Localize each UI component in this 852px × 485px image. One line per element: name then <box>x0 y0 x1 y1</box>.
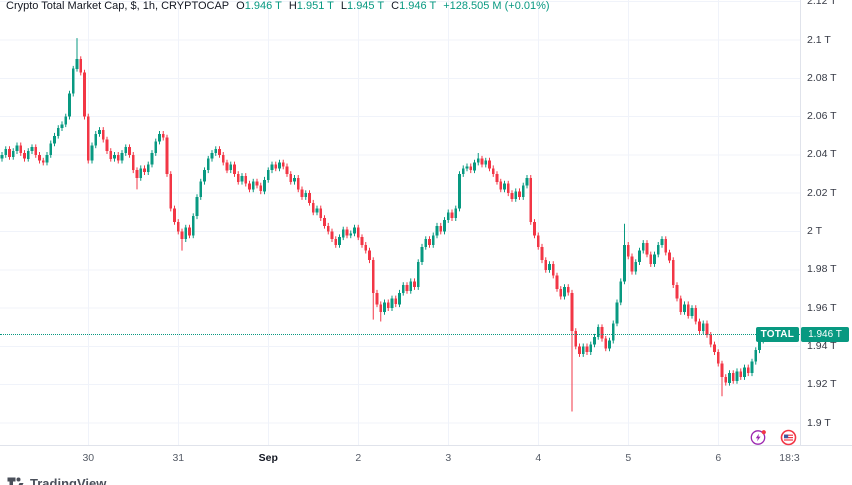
last-price-line <box>0 334 800 336</box>
time-tick-label: Sep <box>258 452 278 464</box>
price-tick-label: 2.04 T <box>807 148 837 161</box>
open-label: O <box>236 0 245 12</box>
close-value: 1.946 T <box>399 0 437 12</box>
time-axis[interactable]: 30 31 Sep 2 3 4 5 6 18:3 <box>0 446 852 485</box>
time-tick-label: 6 <box>715 452 722 464</box>
tradingview-watermark[interactable]: TradingView <box>7 476 106 485</box>
price-axis-border <box>800 0 801 485</box>
high-label: H <box>288 0 297 12</box>
price-axis[interactable]: 2.12 T 2.1 T 2.08 T 2.06 T 2.04 T 2.02 T 2 T 1.… <box>801 0 852 445</box>
candlestick-plot-area[interactable] <box>0 0 800 445</box>
last-price-badge: 1.946 T <box>801 327 849 343</box>
tradingview-logo-icon <box>7 477 24 485</box>
close-label: C <box>391 0 400 12</box>
high-value: 1.951 T <box>296 0 334 12</box>
time-tick-label: 30 <box>82 452 95 464</box>
time-tick-label: 31 <box>172 452 185 464</box>
price-tick-label: 1.94 T <box>807 339 837 352</box>
time-tick-label: 4 <box>535 452 542 464</box>
time-axis-border <box>0 445 852 446</box>
price-tick-label: 2 T <box>807 225 822 237</box>
price-tick-label: 1.96 T <box>807 301 837 314</box>
crypto-events-lightning-icon[interactable] <box>750 429 767 446</box>
time-tick-label: 2 <box>355 452 362 464</box>
open-value: 1.946 T <box>244 0 282 12</box>
price-tick-label: 1.92 T <box>807 378 837 391</box>
symbol-title[interactable]: Crypto Total Market Cap, $, 1h, CRYPTOCA… <box>6 0 230 12</box>
symbol-total-badge: TOTAL <box>755 327 799 343</box>
chart-legend: Crypto Total Market Cap, $, 1h, CRYPTOCA… <box>6 0 550 13</box>
price-tick-label: 1.9 T <box>807 416 831 429</box>
us-economic-events-flag-icon[interactable] <box>780 429 797 446</box>
time-tick-label: 18:3 <box>779 452 800 464</box>
change-value: +128.505 M (+0.01%) <box>443 0 550 12</box>
time-tick-label: 3 <box>445 452 452 464</box>
price-tick-label: 2.1 T <box>807 33 831 46</box>
low-value: 1.945 T <box>347 0 385 12</box>
price-tick-label: 2.02 T <box>807 186 837 199</box>
low-label: L <box>340 0 348 12</box>
price-tick-label: 1.98 T <box>807 263 837 276</box>
tradingview-watermark-label: TradingView <box>30 476 107 485</box>
price-tick-label: 2.06 T <box>807 110 837 123</box>
time-tick-label: 5 <box>625 452 632 464</box>
price-tick-label: 2.08 T <box>807 71 837 84</box>
price-tick-label: 2.12 T <box>807 0 837 8</box>
